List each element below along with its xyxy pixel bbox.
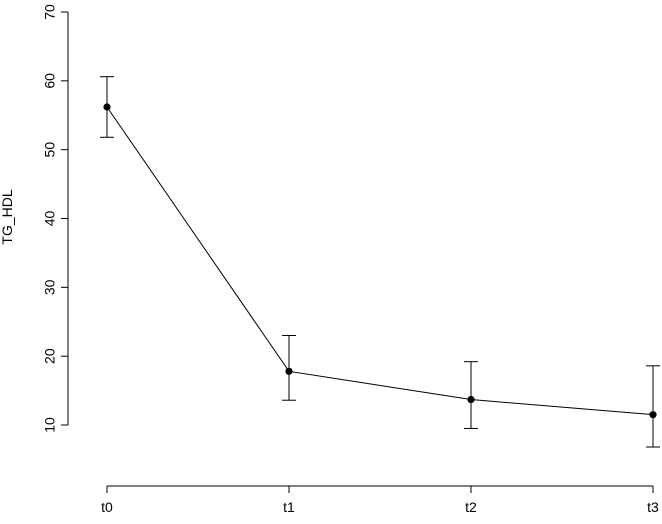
- data-point-t2: [467, 395, 475, 404]
- data-point-t3: [649, 411, 657, 419]
- series-line: [106, 106, 654, 416]
- x-tick-label-t2: t2: [465, 499, 477, 515]
- y-axis: 10 20 30 40 50 60 70: [42, 4, 69, 433]
- y-tick-label-60: 60: [42, 73, 58, 89]
- series-line-group: [106, 106, 654, 416]
- data-point-t0: [103, 103, 111, 111]
- data-points: [103, 103, 657, 419]
- y-axis-label: TG_HDL: [0, 189, 15, 244]
- y-tick-label-20: 20: [42, 348, 58, 364]
- y-tick-label-50: 50: [42, 142, 58, 158]
- y-tick-label-40: 40: [42, 211, 58, 227]
- x-tick-label-t0: t0: [101, 499, 113, 515]
- x-axis: t0 t1 t2 t3: [101, 485, 659, 515]
- y-tick-label-10: 10: [42, 417, 58, 433]
- x-tick-label-t3: t3: [647, 499, 659, 515]
- error-bars: [100, 76, 660, 448]
- x-tick-label-t1: t1: [283, 499, 295, 515]
- y-tick-label-30: 30: [42, 279, 58, 295]
- data-point-t1: [285, 367, 293, 375]
- y-tick-label-70: 70: [42, 4, 58, 20]
